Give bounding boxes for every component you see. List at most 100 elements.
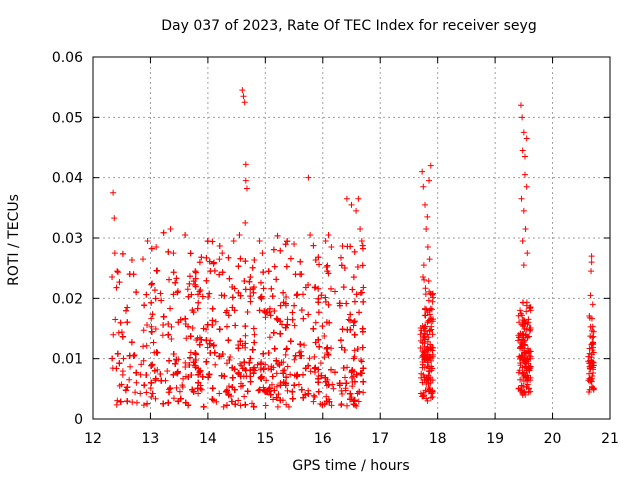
data-point: [420, 353, 427, 360]
data-point: [427, 162, 434, 169]
data-point: [305, 281, 312, 288]
data-point: [297, 341, 304, 348]
data-point: [360, 284, 367, 291]
data-point: [109, 355, 116, 362]
data-point: [212, 361, 219, 368]
data-point: [237, 255, 244, 262]
data-point: [226, 356, 233, 363]
data-point: [195, 299, 202, 306]
data-point: [242, 161, 249, 168]
data-point: [143, 372, 150, 379]
data-point: [273, 315, 280, 322]
data-point: [295, 381, 302, 388]
data-point: [280, 289, 287, 296]
data-point: [298, 271, 305, 278]
data-point: [328, 244, 335, 251]
data-point: [429, 347, 436, 354]
data-point: [419, 393, 426, 400]
data-point: [242, 401, 249, 408]
data-point: [114, 268, 121, 275]
data-point: [195, 291, 202, 298]
data-point: [519, 339, 526, 346]
data-point: [289, 395, 296, 402]
data-point: [285, 403, 292, 410]
data-point: [250, 284, 257, 291]
data-point: [260, 366, 267, 373]
data-point: [343, 402, 350, 409]
data-point: [119, 333, 126, 340]
data-point: [417, 390, 424, 397]
data-point: [588, 259, 595, 266]
data-point: [519, 317, 526, 324]
data-point: [522, 225, 529, 232]
data-point: [425, 297, 432, 304]
data-point: [311, 284, 318, 291]
data-point: [132, 389, 139, 396]
data-point: [422, 336, 429, 343]
data-point: [359, 344, 366, 351]
data-point: [589, 347, 596, 354]
data-point: [356, 309, 363, 316]
data-point: [210, 397, 217, 404]
data-point: [192, 269, 199, 276]
data-point: [328, 345, 335, 352]
data-point: [257, 374, 264, 381]
data-point: [133, 289, 140, 296]
data-point: [315, 299, 322, 306]
data-point: [148, 328, 155, 335]
data-point: [340, 365, 347, 372]
data-point: [211, 349, 218, 356]
data-point: [284, 316, 291, 323]
data-point: [149, 311, 156, 318]
data-point: [315, 336, 322, 343]
data-point: [124, 319, 131, 326]
data-point: [204, 344, 211, 351]
data-point: [249, 264, 256, 271]
data-point: [318, 372, 325, 379]
data-point: [190, 309, 197, 316]
data-point: [345, 316, 352, 323]
data-point: [266, 334, 273, 341]
data-point: [520, 330, 527, 337]
data-point: [170, 291, 177, 298]
x-tick-label: 18: [429, 431, 447, 447]
data-point: [522, 391, 529, 398]
data-point: [140, 357, 147, 364]
data-point: [351, 347, 358, 354]
data-point: [204, 238, 211, 245]
data-point: [428, 363, 435, 370]
data-point: [251, 331, 258, 338]
data-point: [192, 351, 199, 358]
data-point: [269, 373, 276, 380]
data-point: [260, 384, 267, 391]
data-point: [585, 388, 592, 395]
data-point: [115, 329, 122, 336]
data-point: [427, 394, 434, 401]
data-point: [350, 355, 357, 362]
data-point: [328, 366, 335, 373]
x-tick-label: 15: [256, 431, 274, 447]
data-point: [247, 378, 254, 385]
data-point: [173, 384, 180, 391]
data-point: [586, 350, 593, 357]
data-point: [316, 261, 323, 268]
data-point: [259, 250, 266, 257]
data-point: [521, 153, 528, 160]
data-point: [203, 277, 210, 284]
data-point: [274, 232, 281, 239]
data-point: [240, 93, 247, 100]
data-point: [110, 331, 117, 338]
data-point: [165, 399, 172, 406]
data-point: [357, 225, 364, 232]
data-point: [141, 302, 148, 309]
data-point: [338, 401, 345, 408]
data-point: [206, 371, 213, 378]
data-point: [183, 335, 190, 342]
data-point: [152, 375, 159, 382]
data-point: [274, 403, 281, 410]
data-point: [298, 352, 305, 359]
data-point: [260, 285, 267, 292]
data-point: [165, 321, 172, 328]
data-point: [273, 394, 280, 401]
